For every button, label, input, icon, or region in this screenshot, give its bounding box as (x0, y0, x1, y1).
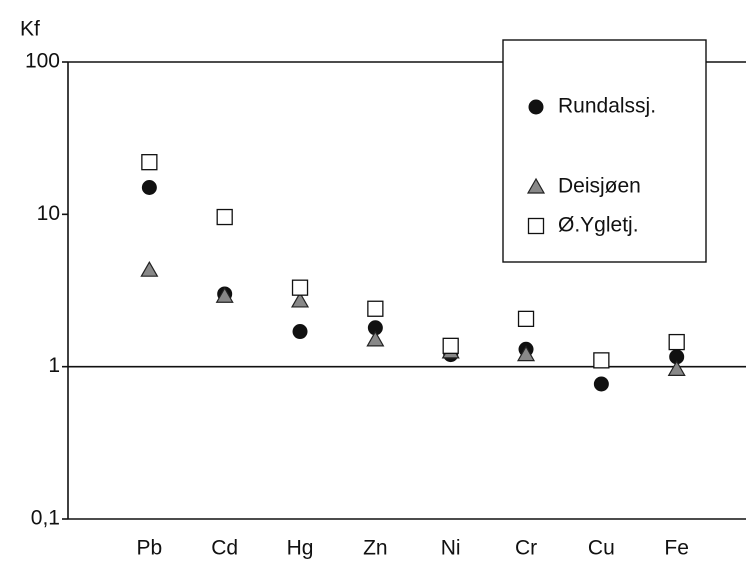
y-tick-label: 0,1 (31, 507, 60, 530)
y-tick-label: 100 (25, 50, 60, 73)
point (141, 180, 157, 196)
legend-label: Rundalssj. (558, 95, 656, 118)
legend-label: Deisjøen (558, 175, 641, 198)
x-tick-label: Zn (363, 537, 388, 560)
x-tick-label: Ni (441, 537, 461, 560)
point (593, 376, 609, 392)
point (366, 330, 385, 347)
point (367, 300, 384, 317)
point (517, 310, 535, 328)
point (442, 337, 459, 354)
x-tick-label: Hg (287, 537, 314, 560)
point (593, 352, 610, 369)
x-tick-label: Pb (137, 537, 163, 560)
legend-marker (526, 177, 546, 194)
point (291, 279, 309, 296)
x-tick-label: Cr (515, 537, 537, 560)
legend-marker (527, 217, 545, 235)
point (215, 287, 234, 303)
x-tick-label: Cd (211, 537, 238, 560)
y-tick-label: 1 (48, 354, 60, 377)
point (290, 291, 310, 308)
x-tick-label: Fe (664, 537, 689, 560)
y-axis-label: Kf (20, 18, 40, 41)
x-tick-label: Cu (588, 537, 615, 560)
point (516, 345, 536, 362)
point (140, 260, 159, 277)
point (667, 360, 686, 376)
point (292, 324, 308, 340)
legend-label: Ø.Ygletj. (558, 214, 639, 237)
point (141, 154, 158, 171)
legend-marker (528, 99, 544, 115)
point (216, 208, 233, 226)
y-tick-label: 10 (37, 202, 60, 225)
point (668, 333, 685, 351)
